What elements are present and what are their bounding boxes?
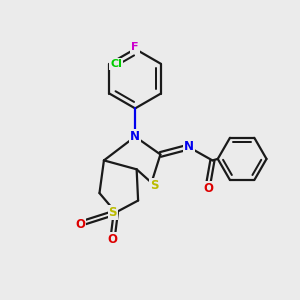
Text: O: O <box>203 182 213 195</box>
Text: F: F <box>131 43 139 52</box>
Text: O: O <box>75 218 85 231</box>
Text: Cl: Cl <box>110 59 122 69</box>
Text: N: N <box>184 140 194 153</box>
Text: S: S <box>150 179 159 192</box>
Text: O: O <box>108 233 118 246</box>
Text: S: S <box>109 206 117 219</box>
Text: N: N <box>130 130 140 143</box>
